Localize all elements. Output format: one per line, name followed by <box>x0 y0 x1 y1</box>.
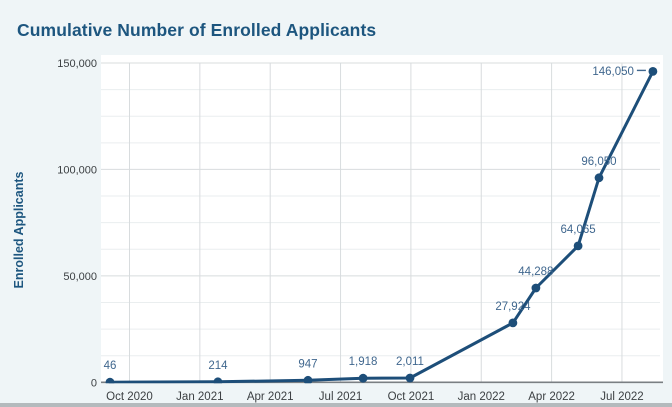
data-point[interactable] <box>594 173 604 183</box>
x-gridlines <box>129 63 623 383</box>
data-point-label: 27,924 <box>495 301 531 313</box>
series-enrolled-applicants <box>105 67 658 387</box>
data-point[interactable] <box>531 283 541 293</box>
x-tick-labels: Oct 2020 Jan 2021 Apr 2021 Jul 2021 Oct 2021… <box>106 391 644 403</box>
y-tick-label: 0 <box>91 377 97 389</box>
data-point-label: 947 <box>298 358 317 370</box>
series-line <box>108 69 655 384</box>
data-point-label: 64,065 <box>561 224 596 236</box>
data-point[interactable] <box>508 318 518 328</box>
x-tick-label: Apr 2021 <box>247 391 294 403</box>
plot-area <box>101 55 663 383</box>
data-point-label: 44,288 <box>518 266 553 278</box>
data-labels: 46 214 947 1,918 2,011 27,924 44,288 64,065 96,0… <box>104 66 646 372</box>
y-tick-label: 150,000 <box>57 58 97 70</box>
bottom-divider-bar <box>0 402 672 407</box>
y-tick-label: 50,000 <box>63 271 97 283</box>
data-point-label: 2,011 <box>396 356 424 368</box>
x-tick-label: Jul 2022 <box>600 391 643 403</box>
data-point-label: 214 <box>208 360 228 372</box>
chart-title: Cumulative Number of Enrolled Applicants <box>17 20 377 40</box>
y-tick-labels: 0 50,000 100,000 150,000 <box>57 58 97 389</box>
x-tick-label: Jan 2021 <box>176 391 223 403</box>
x-tick-label: Apr 2022 <box>528 391 575 403</box>
x-tick-label: Jul 2021 <box>319 391 362 403</box>
data-point-label: 146,050 <box>592 66 634 78</box>
y-tick-label: 100,000 <box>57 164 97 176</box>
data-point-label: 1,918 <box>349 356 378 368</box>
data-point[interactable] <box>105 377 115 387</box>
x-tick-label: Oct 2021 <box>388 391 435 403</box>
data-point[interactable] <box>573 241 583 251</box>
y-major-gridlines <box>101 62 660 277</box>
data-point[interactable] <box>405 373 415 383</box>
x-tick-label: Jan 2022 <box>458 391 505 403</box>
data-point[interactable] <box>303 375 313 385</box>
data-point-label: 96,050 <box>581 156 616 168</box>
data-point-label: 46 <box>104 360 117 372</box>
data-point[interactable] <box>358 373 368 383</box>
data-point[interactable] <box>213 377 223 386</box>
x-tick-label: Oct 2020 <box>106 391 153 403</box>
y-minor-gridlines <box>101 89 660 357</box>
y-axis-title: Enrolled Applicants <box>12 172 26 289</box>
data-point[interactable] <box>648 67 658 76</box>
